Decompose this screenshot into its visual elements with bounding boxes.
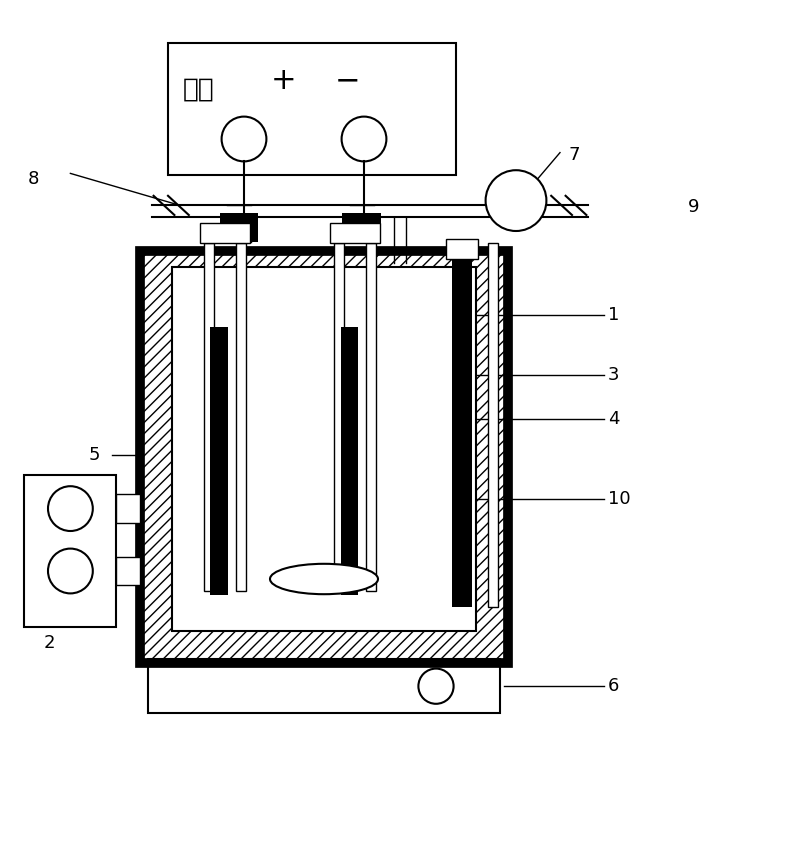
Text: 7: 7 [568, 146, 579, 164]
Ellipse shape [270, 563, 378, 594]
Bar [452, 259, 472, 607]
Text: −: − [335, 66, 361, 95]
Text: 9: 9 [688, 198, 699, 216]
Bar [341, 327, 358, 595]
Bar [236, 243, 246, 591]
Bar [140, 251, 508, 663]
Text: 2: 2 [44, 634, 55, 652]
Text: 10: 10 [608, 490, 630, 508]
Bar [172, 267, 476, 631]
Bar [366, 243, 376, 591]
Bar [488, 243, 498, 607]
Bar [342, 213, 381, 242]
Bar [140, 251, 508, 663]
Text: 4: 4 [608, 410, 619, 428]
Text: +: + [271, 66, 297, 95]
Text: 1: 1 [608, 306, 619, 324]
Bar [24, 475, 116, 627]
Text: 电源: 电源 [182, 76, 214, 102]
Bar [446, 239, 478, 259]
Text: 3: 3 [608, 366, 619, 384]
Bar [204, 243, 214, 591]
Bar [116, 494, 140, 523]
Text: 6: 6 [608, 677, 619, 695]
Circle shape [222, 117, 266, 162]
Text: 5: 5 [89, 446, 100, 464]
Circle shape [48, 486, 93, 531]
Bar [148, 659, 500, 713]
Circle shape [342, 117, 386, 162]
Bar [210, 327, 228, 595]
Bar [330, 223, 380, 243]
Bar [116, 557, 140, 585]
Circle shape [418, 668, 454, 704]
Bar [334, 243, 344, 591]
Text: 8: 8 [28, 170, 39, 188]
Circle shape [486, 170, 546, 231]
Bar [220, 213, 258, 242]
Bar [200, 223, 250, 243]
Bar [168, 43, 456, 175]
Circle shape [48, 548, 93, 593]
